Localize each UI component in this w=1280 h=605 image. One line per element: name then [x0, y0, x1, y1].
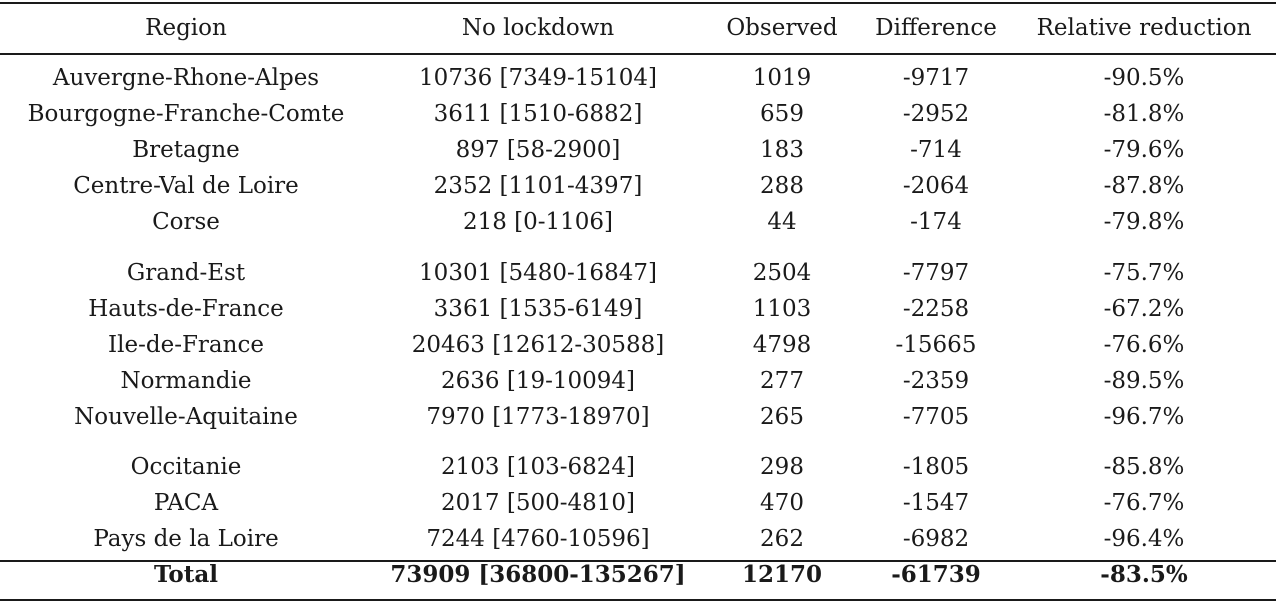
relative-reduction-cell: -90.5%: [1103, 65, 1185, 91]
observed-cell: 1103: [752, 296, 812, 322]
difference-cell: -714: [910, 137, 962, 163]
relative-reduction-cell: -96.7%: [1103, 404, 1185, 430]
relative-reduction-cell: -76.7%: [1103, 490, 1185, 516]
difference-cell: -2952: [902, 101, 970, 127]
no-lockdown-cell: 2636 [19-10094]: [441, 368, 635, 394]
observed-cell: 262: [760, 526, 804, 552]
difference-cell: -6982: [902, 526, 970, 552]
observed-cell: 659: [760, 101, 804, 127]
observed-cell: 288: [760, 173, 804, 199]
table-row: Grand-Est 10301 [5480-16847] 2504 -7797 …: [0, 255, 1276, 291]
no-lockdown-cell: 20463 [12612-30588]: [411, 332, 665, 358]
no-lockdown-cell: 3611 [1510-6882]: [433, 101, 643, 127]
no-lockdown-cell: 7970 [1773-18970]: [426, 404, 650, 430]
region-cell: Pays de la Loire: [93, 526, 279, 552]
relative-reduction-cell: -96.4%: [1103, 526, 1185, 552]
region-cell: Occitanie: [130, 454, 242, 480]
total-relative-reduction: -83.5%: [1100, 561, 1188, 588]
region-cell: PACA: [153, 490, 219, 516]
observed-cell: 183: [760, 137, 804, 163]
observed-cell: 1019: [752, 65, 812, 91]
no-lockdown-cell: 897 [58-2900]: [455, 137, 621, 163]
observed-cell: 265: [760, 404, 804, 430]
total-observed: 12170: [741, 561, 823, 588]
observed-cell: 44: [767, 209, 797, 235]
no-lockdown-cell: 3361 [1535-6149]: [433, 296, 643, 322]
relative-reduction-cell: -85.8%: [1103, 454, 1185, 480]
total-difference: -61739: [891, 561, 981, 588]
region-cell: Corse: [152, 209, 220, 235]
difference-cell: -1805: [902, 454, 970, 480]
table-bottom-rule: [0, 599, 1276, 601]
difference-cell: -2258: [902, 296, 970, 322]
relative-reduction-cell: -87.8%: [1103, 173, 1185, 199]
region-cell: Grand-Est: [126, 260, 246, 286]
table-row: Bourgogne-Franche-Comte 3611 [1510-6882]…: [0, 96, 1276, 132]
header-rule: [0, 53, 1276, 55]
region-cell: Hauts-de-France: [88, 296, 284, 322]
observed-cell: 470: [760, 490, 804, 516]
total-no-lockdown: 73909 [36800-135267]: [390, 561, 686, 588]
relative-reduction-cell: -79.8%: [1103, 209, 1185, 235]
table-row: Ile-de-France 20463 [12612-30588] 4798 -…: [0, 327, 1276, 363]
table-row: Normandie 2636 [19-10094] 277 -2359 -89.…: [0, 363, 1276, 399]
header-region: Region: [145, 15, 227, 41]
header-relative-reduction: Relative reduction: [1036, 15, 1252, 41]
region-cell: Bourgogne-Franche-Comte: [27, 101, 345, 127]
table-row: Auvergne-Rhone-Alpes 10736 [7349-15104] …: [0, 60, 1276, 96]
difference-cell: -15665: [895, 332, 977, 358]
total-label: Total: [153, 561, 219, 588]
region-cell: Bretagne: [132, 137, 240, 163]
table-top-rule: [0, 2, 1276, 4]
table-row: Pays de la Loire 7244 [4760-10596] 262 -…: [0, 521, 1276, 557]
region-cell: Ile-de-France: [108, 332, 264, 358]
no-lockdown-cell: 2017 [500-4810]: [441, 490, 635, 516]
no-lockdown-cell: 2103 [103-6824]: [441, 454, 635, 480]
table-row: Nouvelle-Aquitaine 7970 [1773-18970] 265…: [0, 399, 1276, 435]
region-cell: Auvergne-Rhone-Alpes: [52, 65, 320, 91]
header-difference: Difference: [875, 15, 997, 41]
table-header-row: Region No lockdown Observed Difference R…: [0, 10, 1276, 46]
no-lockdown-cell: 7244 [4760-10596]: [426, 526, 650, 552]
no-lockdown-cell: 10301 [5480-16847]: [419, 260, 657, 286]
difference-cell: -7705: [902, 404, 970, 430]
observed-cell: 298: [760, 454, 804, 480]
total-row: Total 73909 [36800-135267] 12170 -61739 …: [0, 557, 1276, 593]
table-row: Bretagne 897 [58-2900] 183 -714 -79.6%: [0, 132, 1276, 168]
table-row: PACA 2017 [500-4810] 470 -1547 -76.7%: [0, 485, 1276, 521]
region-cell: Nouvelle-Aquitaine: [74, 404, 298, 430]
difference-cell: -7797: [902, 260, 970, 286]
region-cell: Normandie: [120, 368, 252, 394]
relative-reduction-cell: -79.6%: [1103, 137, 1185, 163]
relative-reduction-cell: -76.6%: [1103, 332, 1185, 358]
no-lockdown-cell: 2352 [1101-4397]: [433, 173, 643, 199]
observed-cell: 4798: [752, 332, 812, 358]
table-row: Occitanie 2103 [103-6824] 298 -1805 -85.…: [0, 449, 1276, 485]
header-observed: Observed: [726, 15, 838, 41]
difference-cell: -9717: [902, 65, 970, 91]
table-row: Hauts-de-France 3361 [1535-6149] 1103 -2…: [0, 291, 1276, 327]
relative-reduction-cell: -89.5%: [1103, 368, 1185, 394]
difference-cell: -1547: [902, 490, 970, 516]
relative-reduction-cell: -81.8%: [1103, 101, 1185, 127]
total-rule: [0, 560, 1276, 562]
difference-cell: -2359: [902, 368, 970, 394]
relative-reduction-cell: -75.7%: [1103, 260, 1185, 286]
observed-cell: 2504: [752, 260, 812, 286]
region-cell: Centre-Val de Loire: [73, 173, 299, 199]
table-row: Corse 218 [0-1106] 44 -174 -79.8%: [0, 204, 1276, 240]
header-no-lockdown: No lockdown: [461, 15, 615, 41]
observed-cell: 277: [760, 368, 804, 394]
table-row: Centre-Val de Loire 2352 [1101-4397] 288…: [0, 168, 1276, 204]
difference-cell: -2064: [902, 173, 970, 199]
difference-cell: -174: [910, 209, 962, 235]
no-lockdown-cell: 218 [0-1106]: [462, 209, 614, 235]
relative-reduction-cell: -67.2%: [1103, 296, 1185, 322]
no-lockdown-cell: 10736 [7349-15104]: [419, 65, 657, 91]
